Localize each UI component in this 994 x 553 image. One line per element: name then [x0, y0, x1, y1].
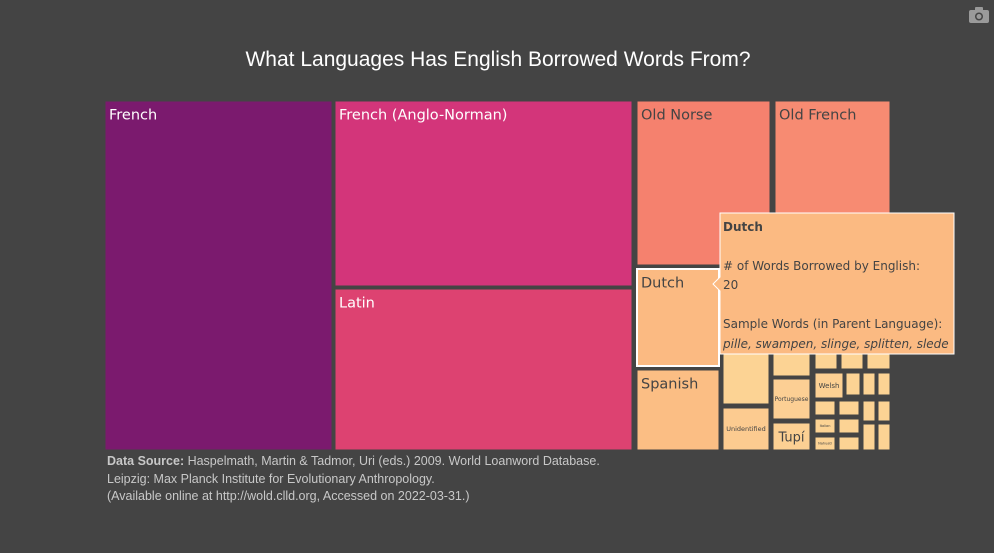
source-label: Data Source: [107, 454, 185, 468]
tile-dutch[interactable] [636, 268, 720, 367]
tile-label-latin: Latin [339, 296, 375, 312]
tile-unlabeled-1[interactable] [722, 351, 770, 405]
tile-welsh[interactable] [814, 372, 844, 399]
tile-label-italian: Italian [820, 424, 831, 428]
tooltip-box [712, 212, 955, 355]
tile-portuguese[interactable] [772, 378, 811, 420]
tooltip-value-label: # of Words Borrowed by English: [723, 259, 920, 273]
tile-label-welsh: Welsh [819, 382, 840, 390]
source-line-1: Data Source: Haspelmath, Martin & Tadmor… [107, 453, 600, 471]
tile-label-unidentified: Unidentified [726, 425, 766, 433]
tile-latin[interactable] [334, 288, 633, 451]
tile-french[interactable] [104, 100, 333, 451]
source-line-2: Leipzig: Max Planck Institute for Evolut… [107, 471, 435, 486]
tile-spanish[interactable] [636, 369, 720, 451]
tile-unlabeled-15[interactable] [862, 423, 876, 451]
tile-italian[interactable] [814, 418, 836, 434]
tile-unlabeled-2[interactable] [772, 351, 811, 377]
tooltip-sample-label: Sample Words (in Parent Language): [723, 317, 942, 331]
tile-unlabeled-9[interactable] [814, 400, 836, 416]
source-line-3: (Available online at http://wold.clld.or… [107, 489, 470, 503]
tile-unlabeled-6[interactable] [845, 372, 861, 396]
tile-label-tup: Tupí [777, 431, 804, 446]
tile-old-french[interactable] [774, 100, 891, 214]
tile-label-french-anglo-norman: French (Anglo-Norman) [339, 108, 507, 124]
tile-label-old-norse: Old Norse [641, 108, 712, 124]
source-text-1: Haspelmath, Martin & Tadmor, Uri (eds.) … [184, 454, 600, 468]
tile-unlabeled-3[interactable] [814, 351, 838, 370]
tooltip-samples: pille, swampen, slinge, splitten, slede [722, 337, 949, 351]
tile-french-anglo-norman[interactable] [334, 100, 633, 287]
tile-unidentified[interactable] [722, 407, 770, 451]
tile-unlabeled-5[interactable] [866, 351, 891, 370]
tile-label-spanish: Spanish [641, 377, 698, 393]
tile-label-dutch: Dutch [641, 276, 684, 292]
tile-unlabeled-7[interactable] [862, 372, 876, 396]
tile-nahuatl[interactable] [814, 436, 836, 451]
tile-unlabeled-13[interactable] [838, 418, 860, 434]
tile-label-old-french: Old French [779, 108, 856, 124]
tile-unlabeled-8[interactable] [877, 372, 891, 396]
tile-label-french: French [109, 108, 157, 124]
data-source-note: Data Source: Haspelmath, Martin & Tadmor… [107, 453, 600, 506]
camera-icon[interactable] [964, 0, 994, 30]
tile-unlabeled-14[interactable] [838, 436, 860, 451]
tile-label-portuguese: Portuguese [775, 396, 809, 403]
tile-tup[interactable] [772, 422, 811, 451]
tile-label-nahuatl: Nahuatl [818, 442, 832, 446]
tile-unlabeled-11[interactable] [862, 400, 876, 422]
tile-unlabeled-12[interactable] [877, 400, 891, 422]
chart-title: What Languages Has English Borrowed Word… [245, 48, 750, 71]
tile-unlabeled-10[interactable] [838, 400, 860, 416]
tooltip-value: 20 [723, 278, 738, 292]
tile-unlabeled-16[interactable] [877, 423, 891, 451]
hover-tooltip: Dutch # of Words Borrowed by English: 20 Sa… [712, 212, 955, 355]
tile-unlabeled-4[interactable] [840, 351, 864, 370]
tooltip-name: Dutch [723, 220, 763, 234]
